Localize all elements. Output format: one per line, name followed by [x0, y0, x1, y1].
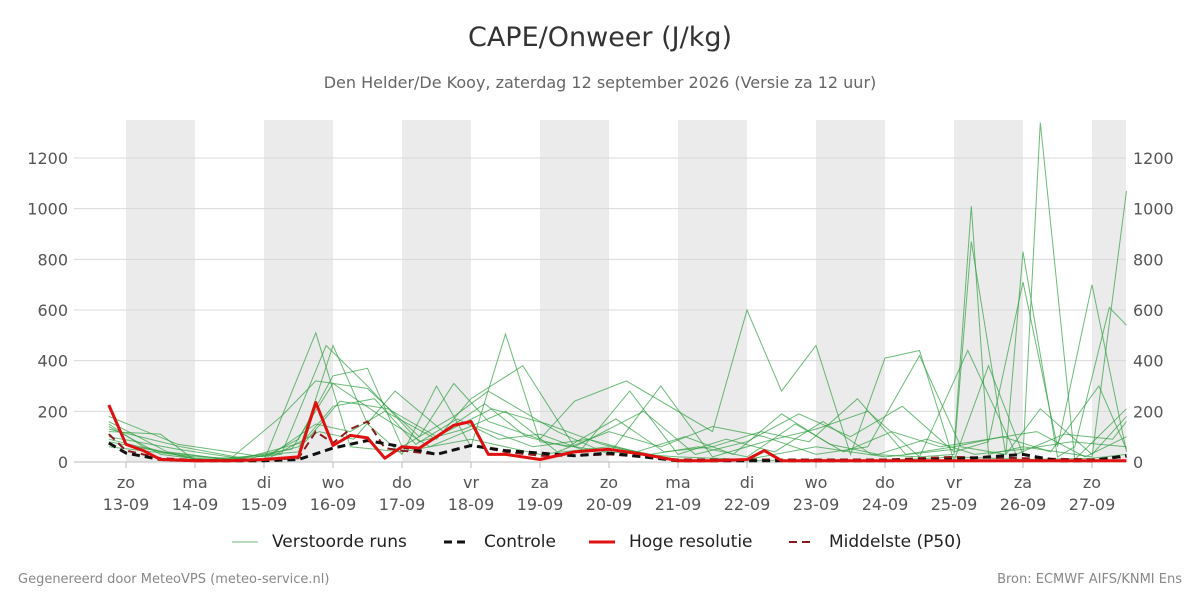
perturbed-run-line [108, 241, 1127, 458]
y-tick-label: 600 [1133, 301, 1164, 320]
x-tick-date: 14-09 [172, 495, 219, 514]
y-tick-label: 200 [37, 402, 68, 421]
perturbed-run-line [108, 385, 1127, 462]
x-tick-date: 19-09 [517, 495, 564, 514]
y-tick-label: 1000 [1133, 200, 1174, 219]
x-tick-date: 21-09 [655, 495, 702, 514]
y-tick-label: 400 [37, 352, 68, 371]
x-tick-day: do [875, 473, 895, 492]
legend-item-perturbed[interactable]: Verstoorde runs [232, 529, 407, 555]
y-tick-label: 800 [1133, 250, 1164, 269]
legend-swatch-control [444, 540, 470, 544]
chart-title: CAPE/Onweer (J/kg) [467, 22, 732, 53]
footer-source: Bron: ECMWF AIFS/KNMI Ens [997, 572, 1182, 587]
x-tick-day: di [740, 473, 755, 492]
x-tick-date: 26-09 [1000, 495, 1047, 514]
day-band [540, 120, 609, 462]
y-tick-label: 600 [37, 301, 68, 320]
legend-label-control: Controle [484, 532, 556, 552]
y-axis-right: 0 200 400 600 800 1000 1200 [1133, 149, 1174, 472]
day-band [402, 120, 471, 462]
hires-series [107, 401, 1127, 463]
day-bands [126, 120, 1126, 462]
hires-line [107, 401, 1127, 463]
chart-subtitle: Den Helder/De Kooy, zaterdag 12 septembe… [323, 73, 877, 92]
footer-generator: Gegenereerd door MeteoVPS (meteo-service… [18, 572, 330, 587]
day-band [1092, 120, 1126, 462]
x-tick-day: vr [463, 473, 479, 492]
x-tick-day: vr [946, 473, 962, 492]
day-band [126, 120, 195, 462]
day-band [954, 120, 1023, 462]
y-tick-label: 0 [1133, 453, 1143, 472]
y-tick-label: 1200 [27, 149, 68, 168]
x-tick-day: wo [322, 473, 345, 492]
x-tick-day: za [531, 473, 549, 492]
day-band [678, 120, 747, 462]
y-tick-label: 800 [37, 250, 68, 269]
x-tick-date: 17-09 [379, 495, 426, 514]
day-band [816, 120, 885, 462]
y-tick-label: 1200 [1133, 149, 1174, 168]
legend-swatch-hires [589, 540, 615, 544]
legend-label-hires: Hoge resolutie [629, 532, 753, 552]
legend-swatch-perturbed [232, 541, 258, 543]
x-tick-date: 22-09 [724, 495, 771, 514]
x-tick-day: wo [805, 473, 828, 492]
x-tick-date: 23-09 [793, 495, 840, 514]
y-tick-label: 200 [1133, 402, 1164, 421]
legend-item-median[interactable]: Middelste (P50) [789, 529, 962, 555]
x-tick-day: di [257, 473, 272, 492]
x-tick-date: 20-09 [586, 495, 633, 514]
perturbed-run-line [108, 122, 1127, 463]
x-tick-date: 13-09 [103, 495, 150, 514]
perturbed-run-line [108, 344, 1127, 462]
legend-item-hires[interactable]: Hoge resolutie [589, 529, 753, 555]
x-tick-day: zo [1083, 473, 1101, 492]
x-axis: zo 13-09 ma 14-09 di 15-09 wo 16-09 do 17-09 vr 18-… [74, 461, 1126, 514]
x-tick-date: 15-09 [241, 495, 288, 514]
y-tick-label: 400 [1133, 352, 1164, 371]
perturbed-run-line [108, 281, 1127, 461]
y-tick-label: 0 [58, 453, 68, 472]
x-tick-date: 24-09 [862, 495, 909, 514]
x-tick-day: za [1014, 473, 1032, 492]
x-tick-date: 18-09 [448, 495, 495, 514]
legend: Verstoorde runs Controle Hoge resolutie … [0, 529, 1200, 555]
legend-swatch-median [789, 541, 815, 543]
x-tick-date: 16-09 [310, 495, 357, 514]
x-tick-day: zo [117, 473, 135, 492]
x-tick-day: ma [665, 473, 690, 492]
y-tick-label: 1000 [27, 200, 68, 219]
x-tick-day: zo [600, 473, 618, 492]
x-tick-date: 27-09 [1069, 495, 1116, 514]
y-axis-left: 0 200 400 600 800 1000 1200 [27, 149, 68, 472]
cape-line-chart: 0 200 400 600 800 1000 1200 0 200 400 600 800 1000 1… [27, 120, 1174, 514]
legend-label-perturbed: Verstoorde runs [272, 532, 407, 552]
legend-item-control[interactable]: Controle [444, 529, 556, 555]
day-band [264, 120, 333, 462]
legend-label-median: Middelste (P50) [829, 532, 962, 552]
x-tick-day: do [392, 473, 412, 492]
x-tick-date: 25-09 [931, 495, 978, 514]
x-tick-day: ma [182, 473, 207, 492]
